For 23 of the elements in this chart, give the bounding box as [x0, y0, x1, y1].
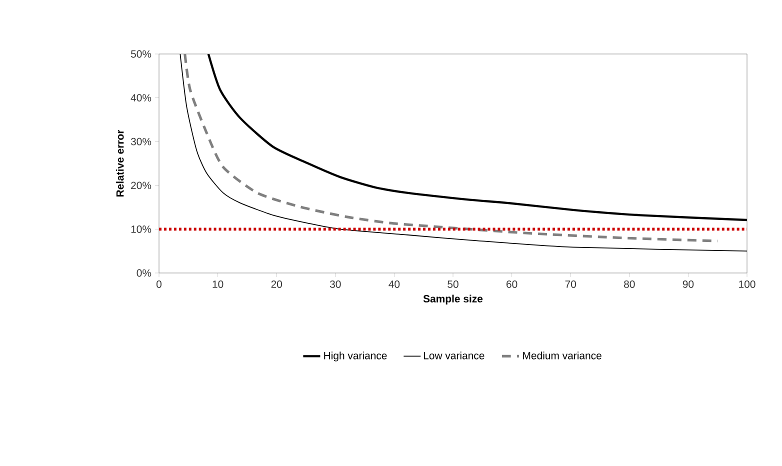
y-tick-label: 10%: [131, 225, 152, 233]
legend-label: High variance: [324, 352, 387, 362]
x-tick-label: 90: [682, 280, 694, 288]
legend-label: Medium variance: [523, 352, 602, 360]
x-tick-label: 100: [739, 280, 756, 288]
x-tick-label: 80: [624, 280, 635, 288]
x-tick-label: 20: [271, 280, 282, 288]
y-axis-title: Relative error: [116, 130, 124, 197]
x-tick-label: 70: [565, 280, 576, 288]
x-axis-title: Sample size: [423, 294, 483, 304]
y-tick-label: 30%: [130, 138, 152, 146]
x-tick-label: 60: [506, 280, 518, 288]
line-series: [207, 54, 748, 222]
x-tick-label: 10: [212, 280, 224, 288]
y-tick-label: 20%: [131, 182, 152, 190]
legend-label: Low variance: [424, 352, 484, 360]
x-tick-label: 40: [388, 280, 400, 288]
y-tick-label: 0%: [136, 269, 152, 277]
x-tick-label: 50: [448, 280, 458, 288]
y-tick-label: 40%: [130, 94, 152, 102]
x-tick-label: 30: [330, 280, 341, 288]
y-tick-label: 50%: [130, 50, 152, 58]
x-tick-label: 0: [156, 280, 162, 288]
